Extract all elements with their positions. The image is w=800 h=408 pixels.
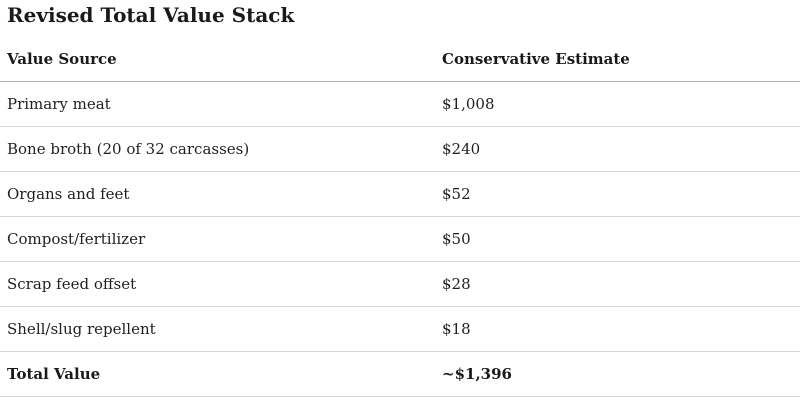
table-row: Scrap feed offset $28 xyxy=(0,262,800,307)
estimate-cell: $52 xyxy=(442,185,471,203)
value-source-cell: Shell/slug repellent xyxy=(7,320,156,338)
estimate-cell: $240 xyxy=(442,140,481,158)
table-total-row: Total Value ~$1,396 xyxy=(0,352,800,397)
total-label-cell: Total Value xyxy=(7,365,101,383)
table-row: Organs and feet $52 xyxy=(0,172,800,217)
estimate-cell: $50 xyxy=(442,230,471,248)
table-row: Primary meat $1,008 xyxy=(0,82,800,127)
estimate-cell: $28 xyxy=(442,275,471,293)
column-header-conservative-estimate: Conservative Estimate xyxy=(442,50,630,68)
estimate-cell: $18 xyxy=(442,320,471,338)
estimate-cell: $1,008 xyxy=(442,95,495,113)
table-row: Shell/slug repellent $18 xyxy=(0,307,800,352)
value-source-cell: Organs and feet xyxy=(7,185,130,203)
table-header-row: Value Source Conservative Estimate xyxy=(0,37,800,82)
column-header-value-source: Value Source xyxy=(7,50,117,68)
value-source-cell: Bone broth (20 of 32 carcasses) xyxy=(7,140,250,158)
page-title: Revised Total Value Stack xyxy=(7,3,295,27)
value-stack-table: Value Source Conservative Estimate Prima… xyxy=(0,37,800,397)
value-source-cell: Scrap feed offset xyxy=(7,275,137,293)
value-source-cell: Primary meat xyxy=(7,95,111,113)
table-row: Bone broth (20 of 32 carcasses) $240 xyxy=(0,127,800,172)
table-row: Compost/fertilizer $50 xyxy=(0,217,800,262)
value-source-cell: Compost/fertilizer xyxy=(7,230,146,248)
total-estimate-cell: ~$1,396 xyxy=(442,365,512,383)
